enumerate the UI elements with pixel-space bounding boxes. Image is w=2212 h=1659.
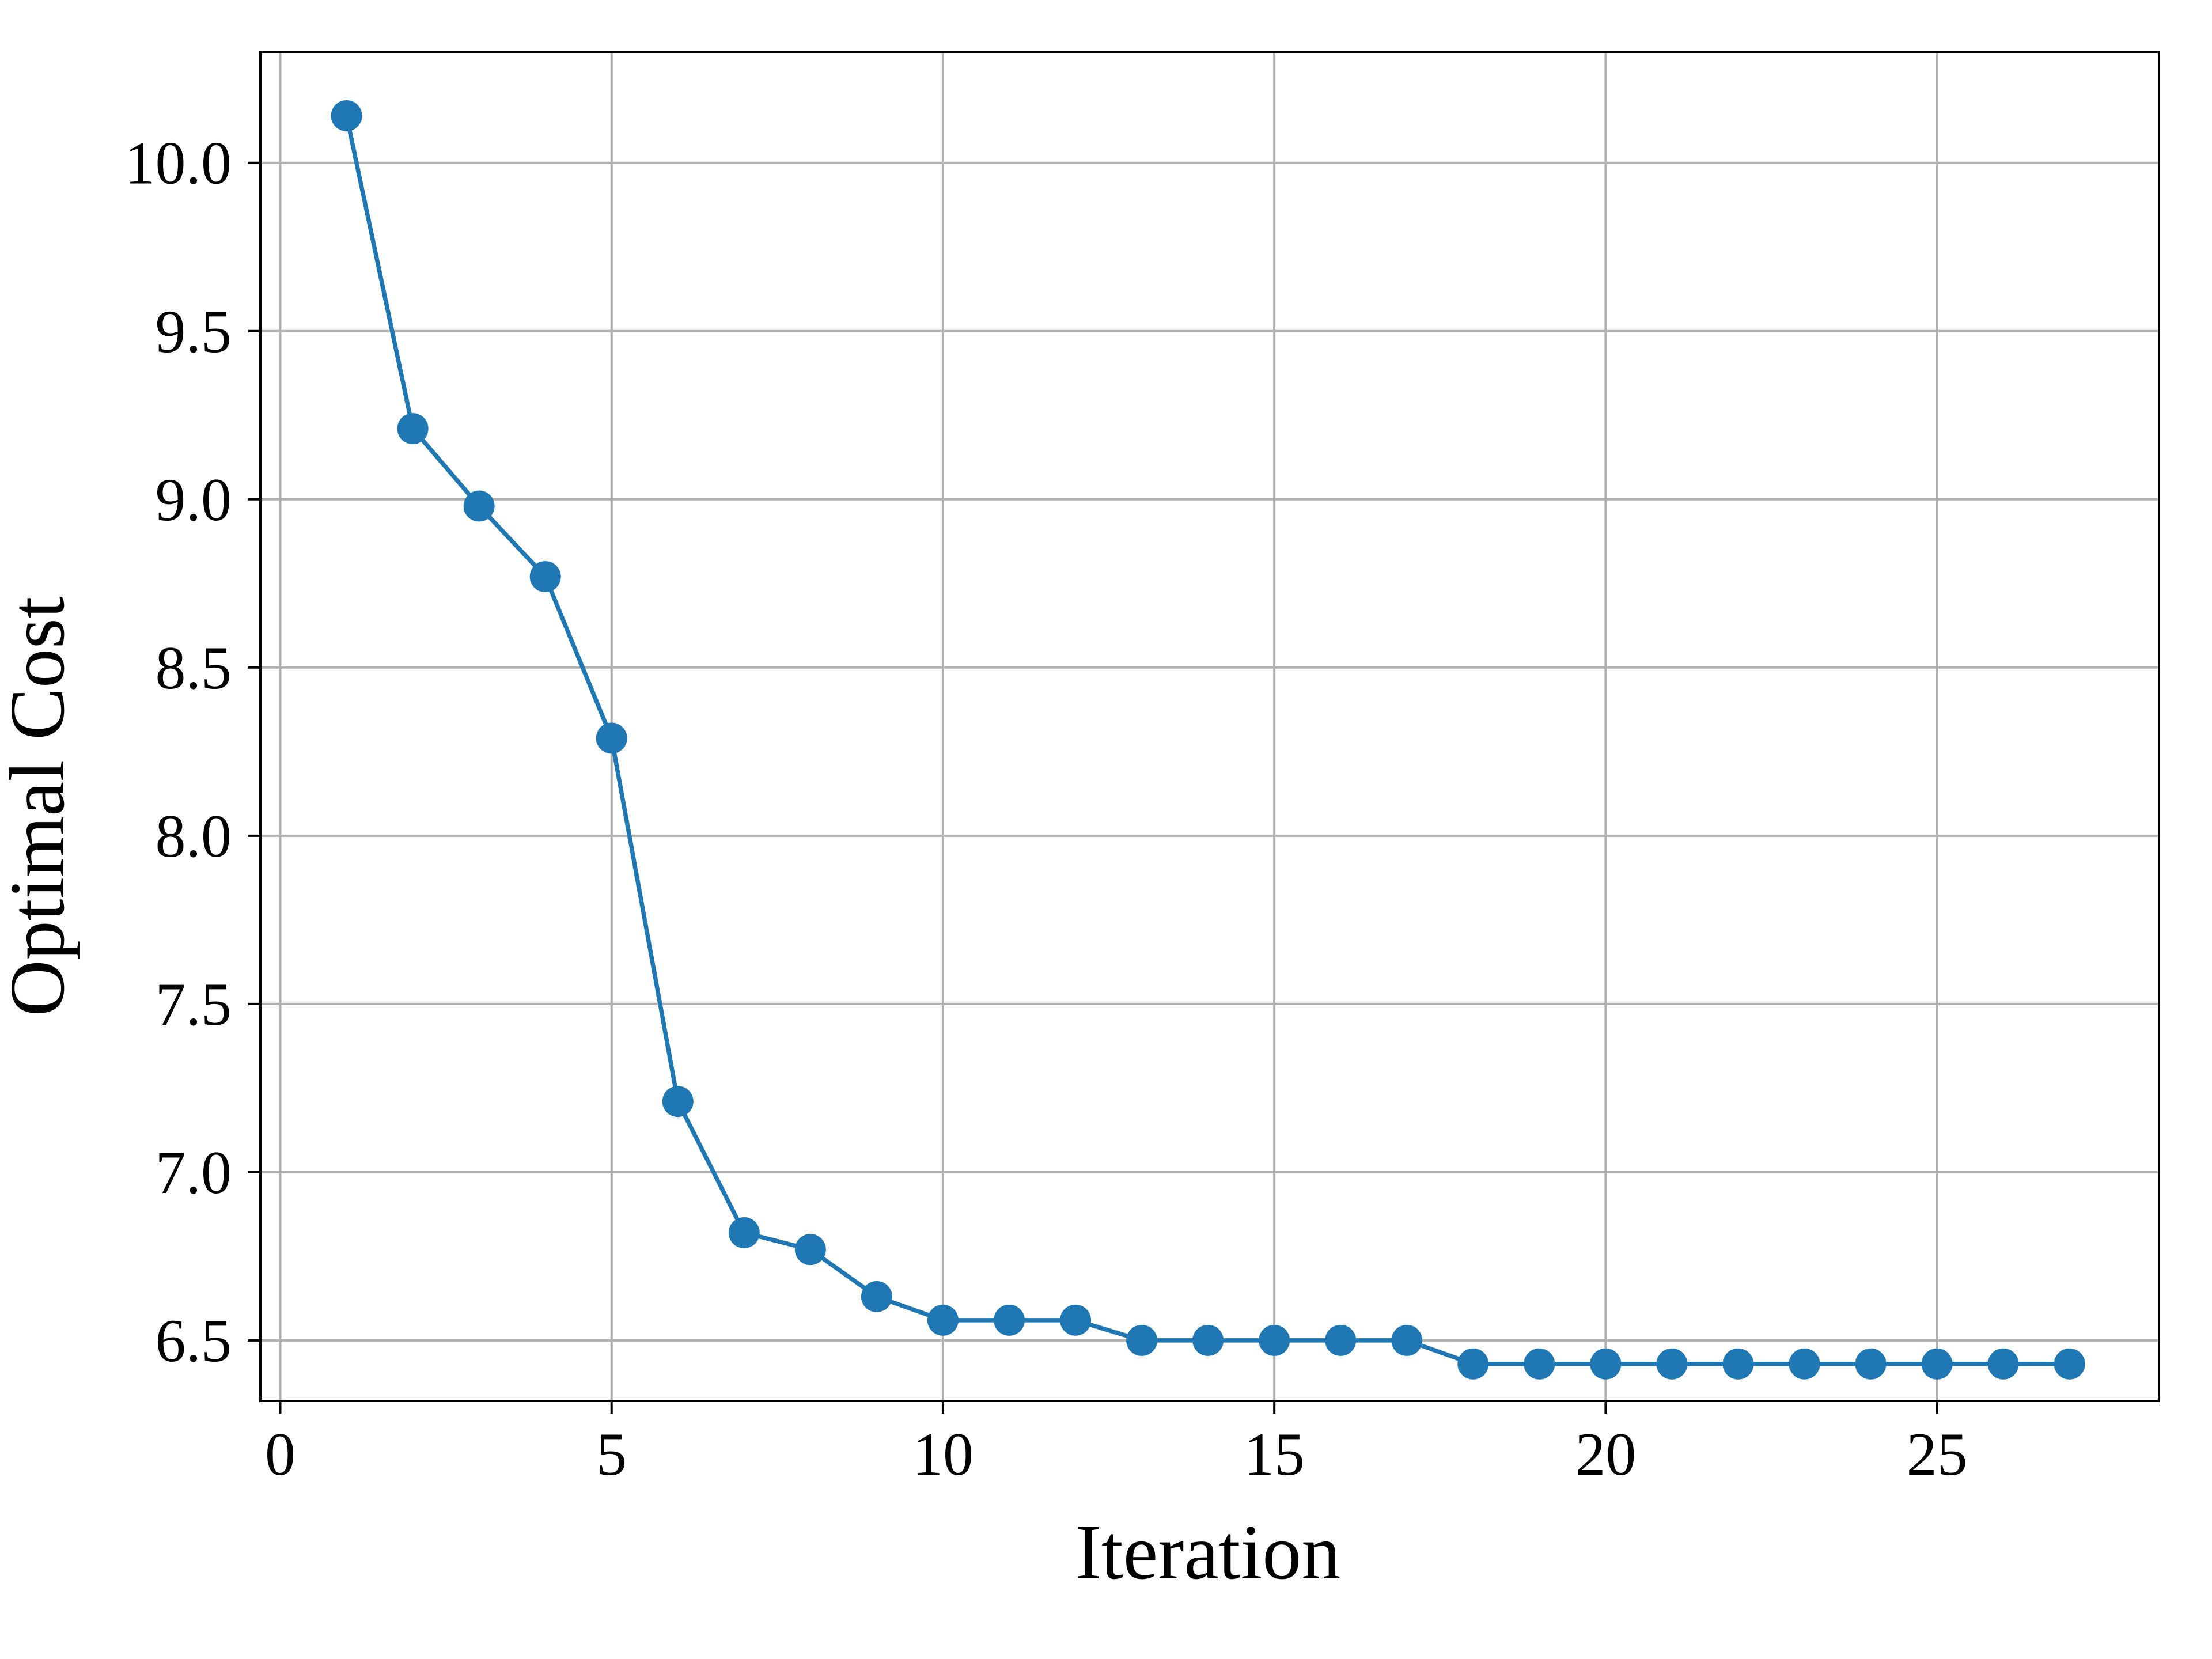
y-tick-label: 6.5: [156, 1307, 232, 1374]
y-tick-label: 9.5: [156, 298, 232, 365]
data-point: [927, 1304, 959, 1336]
x-tick-label: 15: [1244, 1421, 1305, 1488]
data-point: [1590, 1348, 1622, 1380]
x-tick-label: 0: [265, 1421, 296, 1488]
data-point: [397, 413, 429, 445]
grid-lines: [260, 52, 2159, 1401]
data-point: [529, 561, 561, 593]
y-tick-label: 8.5: [156, 634, 232, 702]
x-tick-label: 20: [1575, 1421, 1636, 1488]
y-tick-label: 7.0: [156, 1139, 232, 1206]
data-point: [1524, 1348, 1555, 1380]
data-point: [1722, 1348, 1754, 1380]
data-point: [596, 722, 627, 754]
data-point: [1192, 1324, 1224, 1356]
data-point: [1789, 1348, 1820, 1380]
data-point: [662, 1086, 694, 1118]
data-point: [1325, 1324, 1357, 1356]
y-tick-label: 9.0: [156, 466, 232, 533]
data-point: [1259, 1324, 1290, 1356]
data-point: [1126, 1324, 1158, 1356]
y-axis-label: Optimal Cost: [0, 596, 81, 1016]
x-tick-label: 25: [1907, 1421, 1968, 1488]
data-point: [1391, 1324, 1423, 1356]
data-point: [1060, 1304, 1092, 1336]
plot-frame: [259, 51, 2160, 1402]
data-point: [331, 100, 362, 131]
x-axis-label: Iteration: [1075, 1509, 1341, 1596]
x-tick-label: 10: [912, 1421, 974, 1488]
x-axis-ticks: 0 5 10 15 20 25: [265, 1401, 1968, 1488]
data-point: [1656, 1348, 1688, 1380]
data-point: [993, 1304, 1025, 1336]
data-point: [463, 490, 495, 522]
y-tick-label: 7.5: [156, 971, 232, 1038]
data-point: [794, 1234, 826, 1266]
data-point: [861, 1281, 892, 1312]
data-point: [1457, 1348, 1489, 1380]
x-tick-label: 5: [596, 1421, 627, 1488]
y-tick-label: 8.0: [156, 802, 232, 870]
data-point: [1987, 1348, 2019, 1380]
data-point: [1921, 1348, 1953, 1380]
data-series: [331, 100, 2085, 1380]
data-point: [728, 1217, 760, 1248]
y-tick-label: 10.0: [125, 130, 232, 197]
data-point: [1855, 1348, 1887, 1380]
data-point: [2054, 1348, 2085, 1380]
y-axis-ticks: 6.5 7.0 7.5 8.0 8.5 9.0 9.5 10.0: [125, 130, 260, 1374]
